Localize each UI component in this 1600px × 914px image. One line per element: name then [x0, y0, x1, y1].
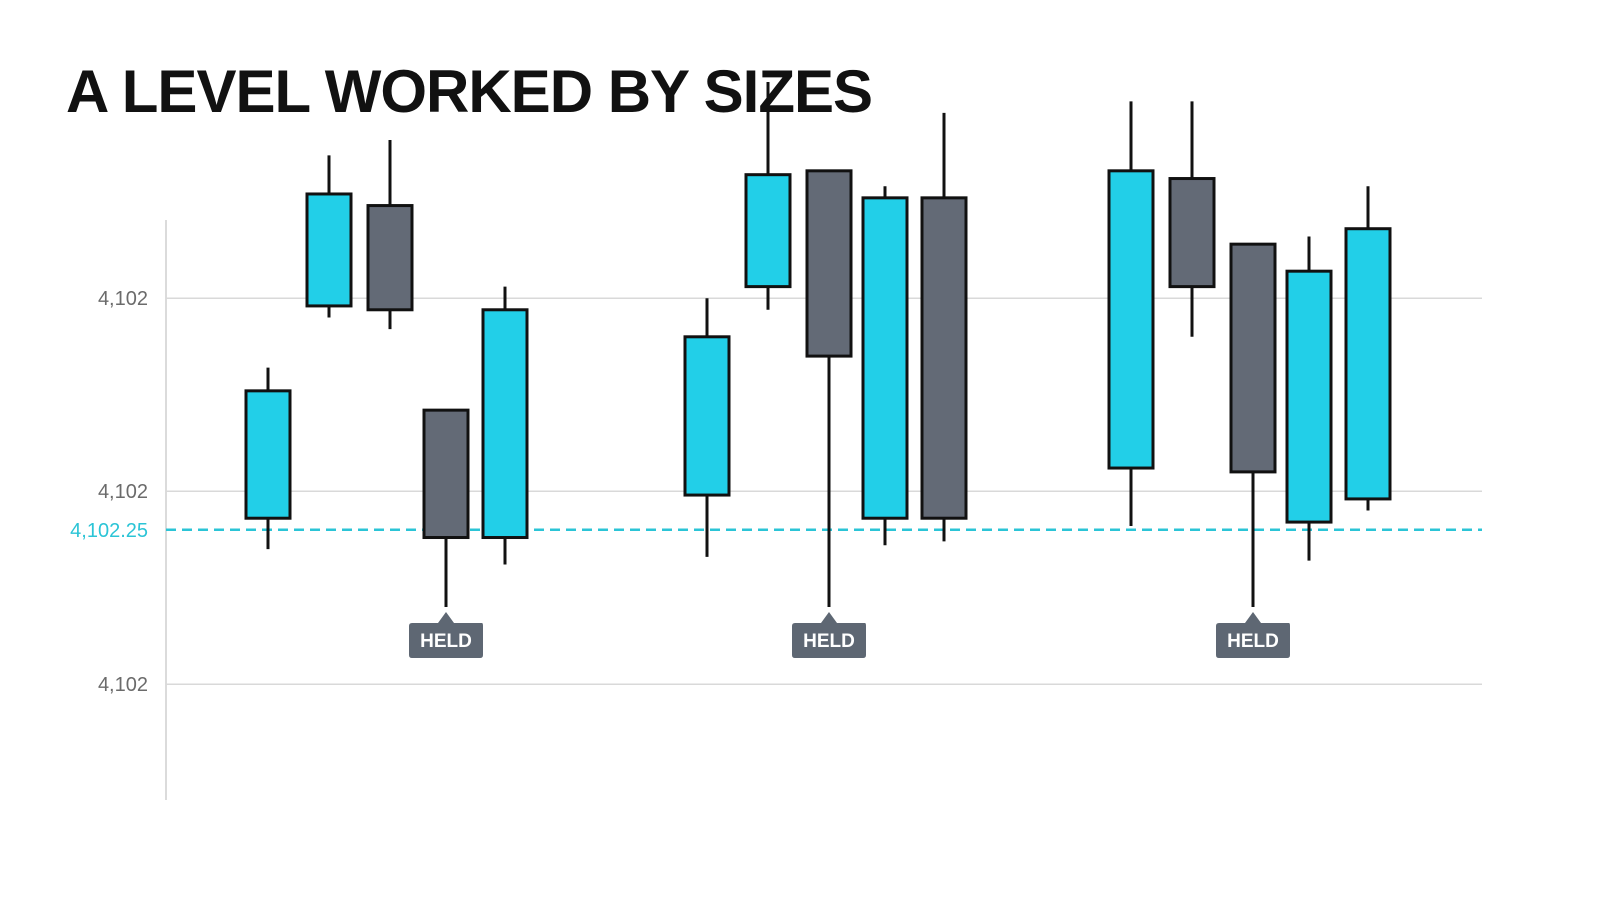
candle-body-down [920, 196, 968, 520]
candle [422, 408, 470, 607]
candle [366, 139, 414, 330]
candle [481, 286, 529, 565]
candle [1168, 101, 1216, 337]
candle-body-up [683, 335, 731, 497]
candle [244, 367, 292, 550]
candle [1344, 186, 1392, 511]
candle [744, 82, 792, 310]
held-tag-label: HELD [803, 631, 855, 652]
candle [1107, 101, 1155, 526]
candle [1285, 236, 1333, 561]
candle-body-up [481, 308, 529, 540]
chart-title: A LEVEL WORKED BY SIZES [66, 58, 873, 125]
y-tick-label: 4,102 [98, 481, 148, 503]
candle [683, 298, 731, 557]
held-tag: HELD [1216, 612, 1290, 658]
candle-body-up [861, 196, 909, 520]
candle-body-up [305, 192, 353, 308]
key-level-label: 4,102.25 [70, 520, 148, 542]
candle-body-up [1107, 169, 1155, 470]
candle-body-down [1229, 242, 1277, 474]
candle-body-down [422, 408, 470, 540]
candle [1229, 242, 1277, 607]
held-tag: HELD [409, 612, 483, 658]
held-tag-label: HELD [420, 631, 472, 652]
candle [920, 112, 968, 542]
y-tick-label: 4,102 [98, 674, 148, 696]
held-tag-shape [409, 612, 483, 658]
candle [861, 186, 909, 546]
candle-group [244, 139, 529, 607]
y-tick-label: 4,102 [98, 288, 148, 310]
held-tag-shape [1216, 612, 1290, 658]
candle-body-up [1285, 269, 1333, 524]
candle-body-down [805, 169, 853, 358]
tag-layer: HELD HELD HELD [409, 612, 1290, 658]
held-tag-shape [792, 612, 866, 658]
candle [305, 155, 353, 318]
held-tag-label: HELD [1227, 631, 1279, 652]
held-tag: HELD [792, 612, 866, 658]
level-layer: 4,102.25 [70, 520, 1482, 542]
candle-body-down [366, 204, 414, 312]
candle-body-up [244, 389, 292, 520]
candle-group [683, 82, 968, 607]
candle-layer [244, 82, 1392, 607]
candle-body-up [744, 173, 792, 289]
candle-body-up [1344, 227, 1392, 501]
candle-body-down [1168, 177, 1216, 289]
candle [805, 169, 853, 607]
candle-group [1107, 101, 1392, 607]
